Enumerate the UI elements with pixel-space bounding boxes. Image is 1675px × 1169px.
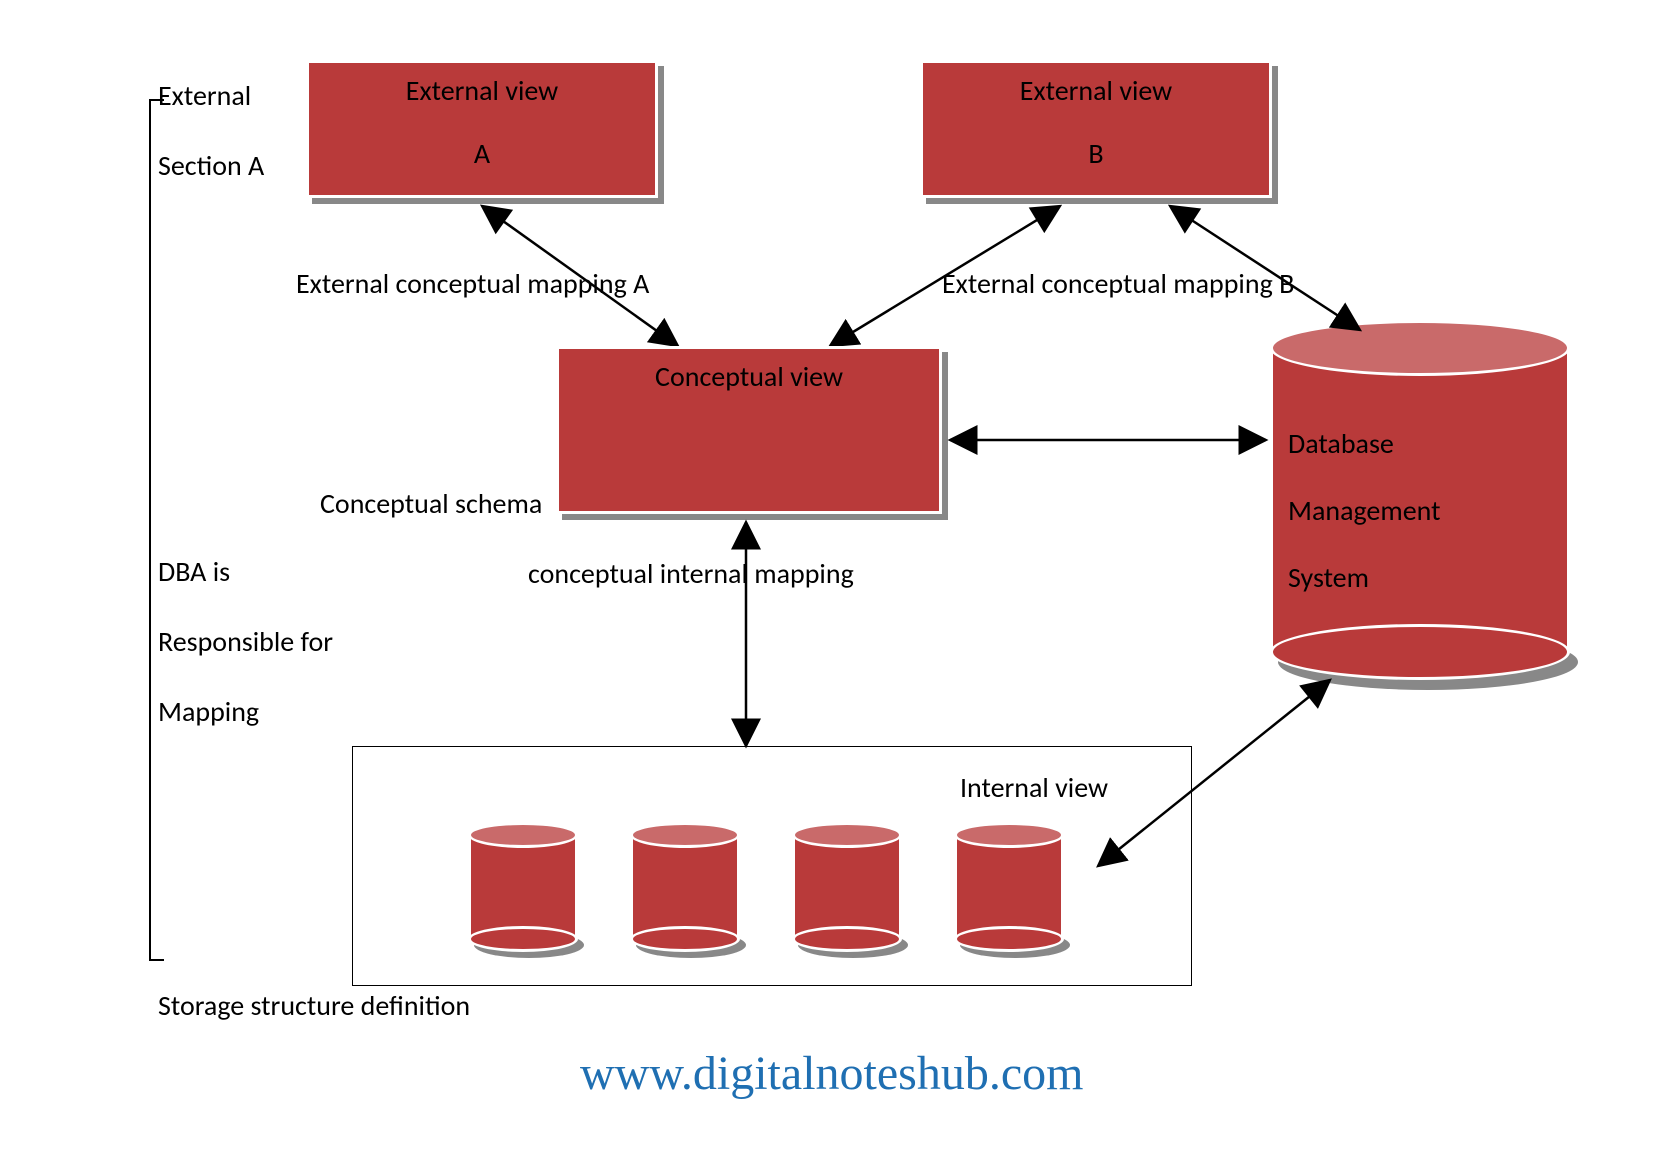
label-conceptual-schema: Conceptual schema xyxy=(320,486,542,521)
node-face: External view A xyxy=(306,60,658,198)
label-section-a: Section A xyxy=(158,148,264,183)
dbms-line3: System xyxy=(1288,544,1440,611)
node-label-line1: External view xyxy=(1020,69,1172,114)
watermark: www.digitalnoteshub.com xyxy=(580,1046,1083,1101)
dbms-line1: Database xyxy=(1288,410,1440,477)
label-conceptual-internal-mapping: conceptual internal mapping xyxy=(528,556,854,591)
label-external: External xyxy=(158,78,251,113)
storage-cylinder-2 xyxy=(630,822,740,952)
dba-bracket xyxy=(150,100,164,960)
label-dba-line2: Responsible for xyxy=(158,624,333,659)
node-label-line1: External view xyxy=(406,69,558,114)
node-face: Conceptual view xyxy=(556,346,942,514)
node-external-view-a: External view A xyxy=(306,60,658,198)
node-conceptual-view: Conceptual view xyxy=(556,346,942,514)
node-external-view-b: External view B xyxy=(920,60,1272,198)
storage-cylinder-3 xyxy=(792,822,902,952)
label-ext-map-b: External conceptual mapping B xyxy=(942,266,1294,301)
node-face: External view B xyxy=(920,60,1272,198)
storage-cylinder-1 xyxy=(468,822,578,952)
label-dba-line3: Mapping xyxy=(158,694,259,729)
node-label-line2: A xyxy=(474,132,490,177)
label-dba-line1: DBA is xyxy=(158,554,230,589)
node-label-line1: Conceptual view xyxy=(655,355,843,400)
storage-cylinder-4 xyxy=(954,822,1064,952)
node-dbms-cylinder: Database Management System xyxy=(1270,320,1570,680)
dbms-text: Database Management System xyxy=(1288,410,1440,612)
diagram-canvas: External view A External view B Conceptu… xyxy=(0,0,1675,1169)
node-label-line2: B xyxy=(1088,132,1103,177)
dbms-line2: Management xyxy=(1288,477,1440,544)
label-ext-map-a: External conceptual mapping A xyxy=(296,266,649,301)
label-internal-view: Internal view xyxy=(960,770,1108,805)
label-storage-structure-definition: Storage structure definition xyxy=(158,988,470,1023)
